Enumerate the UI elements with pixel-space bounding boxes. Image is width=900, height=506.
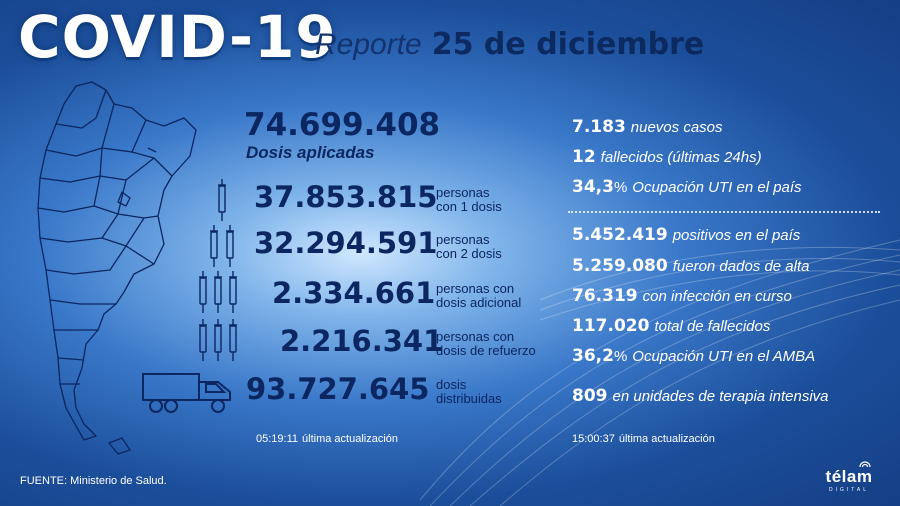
active-infections: 76.319 con infección en curso [572, 288, 792, 305]
two-doses-label-line1: personas [436, 232, 490, 247]
page-title: COVID-19 [18, 3, 337, 71]
additional-dose-label: personas con dosis adicional [436, 282, 521, 310]
section-divider [568, 211, 880, 213]
report-word: Reporte [315, 28, 422, 61]
icu-country-text: Ocupación UTI en el país [632, 179, 802, 196]
report-date-heading: Reporte 25 de diciembre [315, 30, 704, 60]
icu-amba-value: 36,2 [572, 346, 614, 366]
one-dose-label: personas con 1 dosis [436, 186, 502, 214]
three-syringes-icon [199, 271, 237, 313]
vaccination-update-time: 05:19:11 [256, 433, 299, 445]
deaths-total: 117.020 total de fallecidos [572, 318, 770, 335]
booster-dose-label-line2: dosis de refuerzo [436, 343, 536, 358]
one-dose-label-line2: con 1 dosis [436, 199, 502, 214]
recovered-text: fueron dados de alta [672, 258, 810, 275]
icu-patients-value: 809 [572, 386, 608, 406]
booster-dose-value: 2.216.341 [280, 324, 444, 358]
deaths-total-value: 117.020 [572, 316, 650, 336]
recovered-total: 5.259.080 fueron dados de alta [572, 258, 810, 275]
two-syringes-icon [210, 225, 234, 267]
total-doses-label: Dosis aplicadas [246, 143, 375, 162]
one-dose-value: 37.853.815 [254, 180, 438, 214]
new-cases-value: 7.183 [572, 117, 626, 137]
source-note: FUENTE: Ministerio de Salud. [20, 475, 167, 487]
total-doses-value: 74.699.408 [244, 107, 441, 143]
signal-icon [859, 461, 871, 468]
cases-update-label: última actualización [618, 433, 715, 445]
positives-total: 5.452.419 positivos en el país [572, 227, 800, 244]
icu-occupancy-country: 34,3% Ocupación UTI en el país [572, 179, 802, 196]
report-date: 25 de diciembre [431, 27, 705, 62]
active-text: con infección en curso [642, 288, 792, 305]
one-syringe-icon [218, 179, 226, 221]
icu-patients-text: en unidades de terapia intensiva [612, 388, 829, 405]
logo-word: télam [825, 467, 873, 486]
distributed-doses-value: 93.727.645 [246, 372, 430, 406]
icu-country-unit: % [613, 179, 628, 196]
three-syringes-icon-booster [199, 319, 237, 361]
two-doses-value: 32.294.591 [254, 226, 438, 260]
one-dose-label-line1: personas [436, 185, 490, 200]
two-doses-label: personas con 2 dosis [436, 233, 502, 261]
recovered-value: 5.259.080 [572, 256, 668, 276]
truck-icon [142, 373, 231, 413]
positives-value: 5.452.419 [572, 225, 668, 245]
additional-dose-value: 2.334.661 [272, 276, 436, 310]
active-value: 76.319 [572, 286, 638, 306]
two-doses-label-line2: con 2 dosis [436, 246, 502, 261]
deaths-24h: 12 fallecidos (últimas 24hs) [572, 149, 762, 166]
cases-update: 15:00:37 última actualización [572, 433, 715, 445]
logo-subtitle: DIGITAL [828, 487, 870, 493]
cases-update-time: 15:00:37 [572, 433, 615, 445]
deaths-24h-value: 12 [572, 147, 596, 167]
icu-country-value: 34,3 [572, 177, 614, 197]
icu-amba-text: Ocupación UTI en el AMBA [632, 348, 816, 365]
new-cases-text: nuevos casos [630, 119, 723, 136]
booster-dose-label: personas con dosis de refuerzo [436, 330, 536, 358]
vaccination-update-label: última actualización [302, 433, 399, 445]
deaths-total-text: total de fallecidos [654, 318, 771, 335]
additional-dose-label-line2: dosis adicional [436, 295, 522, 310]
distributed-doses-label-line2: distribuidas [436, 391, 502, 406]
deaths-24h-text: fallecidos (últimas 24hs) [600, 149, 762, 166]
telam-logo: télam DIGITAL [818, 458, 880, 498]
distributed-doses-label-line1: dosis [436, 377, 467, 392]
additional-dose-label-line1: personas con [436, 281, 515, 296]
vaccination-update: 05:19:11 última actualización [256, 433, 398, 445]
new-cases: 7.183 nuevos casos [572, 119, 723, 136]
booster-dose-label-line1: personas con [436, 329, 515, 344]
positives-text: positivos en el país [672, 227, 801, 244]
icu-patients: 809 en unidades de terapia intensiva [572, 388, 829, 405]
argentina-map-icon [37, 81, 197, 455]
icu-occupancy-amba: 36,2% Ocupación UTI en el AMBA [572, 348, 815, 365]
icu-amba-unit: % [613, 348, 628, 365]
distributed-doses-label: dosis distribuidas [436, 378, 502, 406]
